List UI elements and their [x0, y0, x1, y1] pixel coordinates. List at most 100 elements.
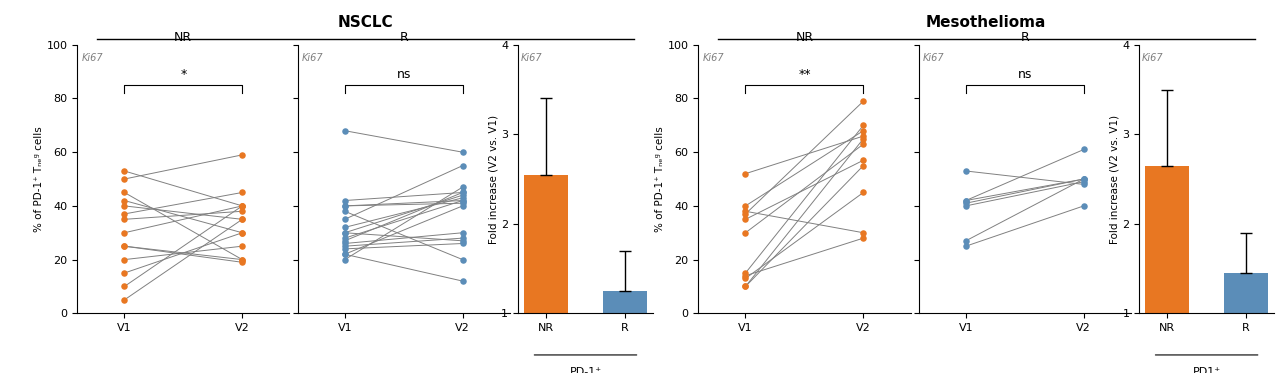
- Point: [452, 200, 472, 206]
- Point: [853, 230, 874, 236]
- Text: ns: ns: [396, 68, 411, 81]
- Point: [115, 198, 135, 204]
- Text: ns: ns: [1018, 68, 1032, 81]
- Point: [232, 259, 252, 265]
- Title: R: R: [1021, 31, 1030, 44]
- Point: [232, 257, 252, 263]
- Point: [452, 149, 472, 155]
- Point: [335, 230, 355, 236]
- Y-axis label: % of PD-1⁺ Tₙₑᵍ cells: % of PD-1⁺ Tₙₑᵍ cells: [33, 126, 44, 232]
- Point: [853, 235, 874, 241]
- Point: [335, 230, 355, 236]
- Point: [452, 235, 472, 241]
- Point: [853, 157, 874, 163]
- Text: Ki67: Ki67: [302, 53, 323, 63]
- Point: [232, 152, 252, 158]
- Point: [335, 251, 355, 257]
- Point: [232, 230, 252, 236]
- Point: [335, 216, 355, 222]
- Text: **: **: [798, 68, 811, 81]
- Point: [955, 168, 976, 174]
- Point: [735, 273, 755, 279]
- Point: [452, 195, 472, 201]
- Point: [232, 208, 252, 214]
- Text: Ki67: Ki67: [1142, 53, 1163, 63]
- Point: [115, 216, 135, 222]
- Point: [115, 243, 135, 249]
- Point: [735, 171, 755, 177]
- Point: [452, 238, 472, 244]
- Bar: [1145, 166, 1189, 373]
- Point: [232, 257, 252, 263]
- Point: [335, 208, 355, 214]
- Title: R: R: [399, 31, 408, 44]
- Point: [115, 297, 135, 303]
- Point: [115, 176, 135, 182]
- Text: Ki67: Ki67: [81, 53, 103, 63]
- Point: [1073, 176, 1094, 182]
- Bar: [604, 291, 647, 373]
- Text: Ki67: Ki67: [521, 53, 542, 63]
- Point: [115, 189, 135, 195]
- Y-axis label: % of PD-1⁺ Tₙₑᵍ cells: % of PD-1⁺ Tₙₑᵍ cells: [655, 126, 665, 232]
- Text: *: *: [180, 68, 187, 81]
- Point: [735, 283, 755, 289]
- Point: [955, 238, 976, 244]
- Point: [853, 136, 874, 142]
- Point: [335, 241, 355, 247]
- Point: [853, 98, 874, 104]
- Point: [335, 251, 355, 257]
- Point: [115, 230, 135, 236]
- Point: [452, 163, 472, 169]
- Point: [232, 216, 252, 222]
- Point: [232, 243, 252, 249]
- Y-axis label: Fold increase (V2 vs. V1): Fold increase (V2 vs. V1): [1109, 115, 1120, 244]
- Text: Mesothelioma: Mesothelioma: [927, 15, 1046, 30]
- Point: [735, 211, 755, 217]
- Point: [115, 257, 135, 263]
- Point: [335, 198, 355, 204]
- Point: [1073, 147, 1094, 153]
- Point: [452, 198, 472, 204]
- Point: [735, 203, 755, 209]
- Point: [452, 184, 472, 190]
- Text: PD1⁺: PD1⁺: [1193, 367, 1220, 373]
- Point: [115, 270, 135, 276]
- Point: [335, 238, 355, 244]
- Point: [335, 203, 355, 209]
- Point: [452, 230, 472, 236]
- Point: [232, 230, 252, 236]
- Point: [452, 198, 472, 204]
- Point: [232, 203, 252, 209]
- Title: NR: NR: [795, 31, 813, 44]
- Point: [1073, 176, 1094, 182]
- Point: [115, 203, 135, 209]
- Point: [853, 133, 874, 139]
- Text: PD-1⁺: PD-1⁺: [569, 367, 601, 373]
- Point: [452, 203, 472, 209]
- Point: [735, 275, 755, 281]
- Point: [232, 203, 252, 209]
- Point: [335, 243, 355, 249]
- Point: [853, 128, 874, 134]
- Point: [335, 128, 355, 134]
- Point: [853, 189, 874, 195]
- Point: [735, 216, 755, 222]
- Point: [853, 141, 874, 147]
- Bar: [524, 175, 568, 373]
- Point: [955, 200, 976, 206]
- Text: Ki67: Ki67: [923, 53, 945, 63]
- Point: [955, 198, 976, 204]
- Point: [115, 168, 135, 174]
- Point: [735, 230, 755, 236]
- Point: [232, 216, 252, 222]
- Point: [955, 203, 976, 209]
- Y-axis label: Fold increase (V2 vs. V1): Fold increase (V2 vs. V1): [488, 115, 498, 244]
- Point: [452, 241, 472, 247]
- Point: [955, 198, 976, 204]
- Point: [115, 243, 135, 249]
- Point: [735, 270, 755, 276]
- Point: [735, 208, 755, 214]
- Point: [232, 203, 252, 209]
- Point: [1073, 176, 1094, 182]
